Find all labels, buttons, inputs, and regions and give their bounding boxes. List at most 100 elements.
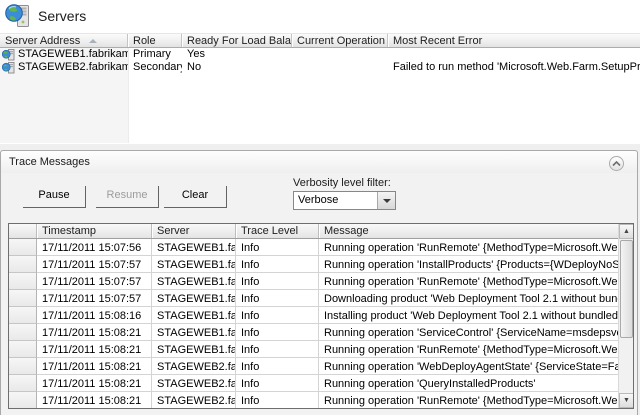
- trace-server: STAGEWEB1.fab...: [152, 324, 236, 341]
- trace-panel-header: [1, 151, 637, 173]
- column-header-server-address[interactable]: Server Address: [0, 34, 128, 47]
- trace-timestamp: 17/11/2011 15:08:21: [37, 392, 152, 408]
- trace-timestamp: 17/11/2011 15:08:21: [37, 341, 152, 358]
- trace-message: Running operation 'RunRemote' {MethodTyp…: [319, 239, 618, 256]
- row-header-cell[interactable]: [9, 273, 37, 290]
- resume-button[interactable]: Resume: [96, 186, 159, 208]
- trace-timestamp: 17/11/2011 15:07:57: [37, 273, 152, 290]
- trace-level: Info: [236, 273, 319, 290]
- trace-grid-header: Timestamp Server Trace Level Message: [9, 224, 618, 239]
- server-most-recent-error: [388, 48, 640, 61]
- trace-message-row[interactable]: 17/11/2011 15:08:21 STAGEWEB2.fab... Inf…: [9, 392, 618, 408]
- trace-message: Running operation 'RunRemote' {MethodTyp…: [319, 273, 618, 290]
- vertical-scrollbar[interactable]: ▲ ▼: [618, 224, 633, 408]
- trace-level: Info: [236, 324, 319, 341]
- column-header-ready-for-load-balancing[interactable]: Ready For Load Balancing: [182, 34, 292, 47]
- trace-timestamp: 17/11/2011 15:07:57: [37, 290, 152, 307]
- row-header-cell[interactable]: [9, 392, 37, 408]
- column-header-server[interactable]: Server: [152, 224, 236, 238]
- trace-level: Info: [236, 375, 319, 392]
- trace-messages-grid: Timestamp Server Trace Level Message 17/…: [8, 223, 634, 409]
- clear-button[interactable]: Clear: [164, 186, 227, 208]
- server-address: STAGEWEB1.fabrikam.net: [18, 48, 128, 60]
- verbosity-filter-label: Verbosity level filter:: [293, 177, 391, 189]
- column-header-message[interactable]: Message: [324, 225, 369, 237]
- server-role: Primary: [133, 48, 171, 60]
- trace-server: STAGEWEB2.fab...: [152, 392, 236, 408]
- sort-ascending-icon: [89, 39, 98, 43]
- trace-server: STAGEWEB1.fab...: [152, 256, 236, 273]
- verbosity-filter-value: Verbose: [298, 194, 339, 206]
- server-role: Secondary: [133, 61, 182, 73]
- row-header-column: [9, 224, 37, 238]
- trace-server: STAGEWEB2.fab...: [152, 375, 236, 392]
- column-header-role[interactable]: Role: [128, 34, 182, 47]
- scrollbar-thumb[interactable]: [620, 240, 633, 338]
- trace-server: STAGEWEB1.fab...: [152, 341, 236, 358]
- sorted-column-highlight: [0, 48, 129, 143]
- server-most-recent-error: Failed to run method 'Microsoft.Web.Farm…: [393, 61, 640, 73]
- row-header-cell[interactable]: [9, 239, 37, 256]
- server-current-operation: [292, 48, 388, 61]
- server-list-body: STAGEWEB1.fabrikam.net Primary Yes STAGE…: [0, 48, 640, 74]
- trace-message-row[interactable]: 17/11/2011 15:07:57 STAGEWEB1.fab... Inf…: [9, 256, 618, 273]
- trace-level: Info: [236, 290, 319, 307]
- chevron-up-icon: [612, 160, 621, 166]
- trace-level: Info: [236, 392, 319, 408]
- trace-message-row[interactable]: 17/11/2011 15:08:21 STAGEWEB1.fab... Inf…: [9, 324, 618, 341]
- row-header-cell[interactable]: [9, 375, 37, 392]
- row-header-cell[interactable]: [9, 307, 37, 324]
- trace-level: Info: [236, 358, 319, 375]
- trace-timestamp: 17/11/2011 15:08:21: [37, 324, 152, 341]
- trace-message-row[interactable]: 17/11/2011 15:07:57 STAGEWEB1.fab... Inf…: [9, 273, 618, 290]
- trace-message-row[interactable]: 17/11/2011 15:08:21 STAGEWEB2.fab... Inf…: [9, 375, 618, 392]
- trace-message: Running operation 'QueryInstalledProduct…: [319, 375, 618, 392]
- dropdown-button[interactable]: [377, 192, 395, 209]
- collapse-panel-button[interactable]: [609, 156, 624, 171]
- trace-message: Downloading product 'Web Deployment Tool…: [319, 290, 618, 307]
- trace-grid-rows: 17/11/2011 15:07:56 STAGEWEB1.fab... Inf…: [9, 239, 618, 408]
- servers-section: Servers Server Address Role Ready For Lo…: [0, 0, 640, 144]
- trace-timestamp: 17/11/2011 15:08:21: [37, 375, 152, 392]
- trace-server: STAGEWEB1.fab...: [152, 307, 236, 324]
- trace-message: Running operation 'RunRemote' {MethodTyp…: [319, 392, 618, 408]
- trace-level: Info: [236, 341, 319, 358]
- trace-server: STAGEWEB2.fab...: [152, 358, 236, 375]
- trace-server: STAGEWEB1.fab...: [152, 290, 236, 307]
- trace-message: Running operation 'ServiceControl' {Serv…: [319, 324, 618, 341]
- trace-server: STAGEWEB1.fab...: [152, 239, 236, 256]
- row-header-cell[interactable]: [9, 290, 37, 307]
- scroll-up-button[interactable]: ▲: [619, 224, 633, 239]
- server-list-header: Server Address Role Ready For Load Balan…: [0, 33, 640, 48]
- trace-level: Info: [236, 307, 319, 324]
- trace-message-row[interactable]: 17/11/2011 15:08:16 STAGEWEB1.fab... Inf…: [9, 307, 618, 324]
- verbosity-filter-dropdown[interactable]: Verbose: [293, 191, 396, 210]
- row-header-cell[interactable]: [9, 324, 37, 341]
- column-header-most-recent-error[interactable]: Most Recent Error: [393, 35, 483, 47]
- row-header-cell[interactable]: [9, 341, 37, 358]
- row-header-cell[interactable]: [9, 358, 37, 375]
- pause-button[interactable]: Pause: [23, 186, 86, 208]
- trace-message-row[interactable]: 17/11/2011 15:08:21 STAGEWEB1.fab... Inf…: [9, 341, 618, 358]
- scroll-down-button[interactable]: ▼: [619, 393, 633, 408]
- trace-timestamp: 17/11/2011 15:07:56: [37, 239, 152, 256]
- trace-panel-title: Trace Messages: [9, 156, 90, 168]
- server-icon: [1, 61, 15, 74]
- server-list-row[interactable]: STAGEWEB2.fabrikam.net Secondary No Fail…: [0, 61, 640, 74]
- column-header-current-operation[interactable]: Current Operation: [292, 34, 388, 47]
- web-farm-servers-icon: [5, 3, 31, 29]
- column-header-trace-level[interactable]: Trace Level: [236, 224, 319, 238]
- trace-message-row[interactable]: 17/11/2011 15:07:57 STAGEWEB1.fab... Inf…: [9, 290, 618, 307]
- trace-message-row[interactable]: 17/11/2011 15:08:21 STAGEWEB2.fab... Inf…: [9, 358, 618, 375]
- trace-messages-panel: Trace Messages Pause Resume Clear Verbos…: [0, 150, 638, 415]
- row-header-cell[interactable]: [9, 256, 37, 273]
- chevron-down-icon: [382, 198, 391, 203]
- server-list-row[interactable]: STAGEWEB1.fabrikam.net Primary Yes: [0, 48, 640, 61]
- trace-message: Running operation 'WebDeployAgentState' …: [319, 358, 618, 375]
- trace-timestamp: 17/11/2011 15:08:21: [37, 358, 152, 375]
- server-current-operation: [292, 61, 388, 74]
- trace-message: Installing product 'Web Deployment Tool …: [319, 307, 618, 324]
- column-header-timestamp[interactable]: Timestamp: [37, 224, 152, 238]
- trace-message-row[interactable]: 17/11/2011 15:07:56 STAGEWEB1.fab... Inf…: [9, 239, 618, 256]
